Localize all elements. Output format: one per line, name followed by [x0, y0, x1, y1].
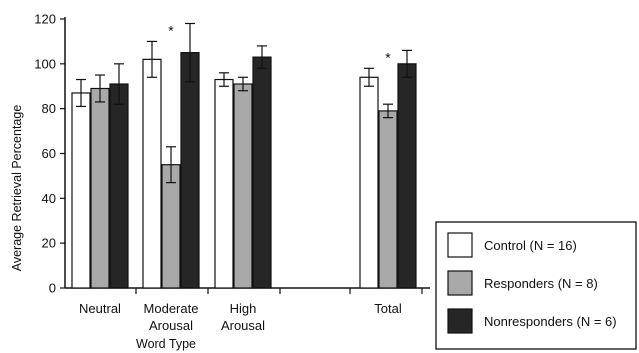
legend-swatch [447, 308, 473, 334]
bar [233, 83, 253, 289]
significance-marker: * [385, 49, 391, 65]
category-label: Total [374, 301, 402, 316]
annotations: ** [168, 22, 391, 65]
y-tick-label: 80 [42, 101, 56, 116]
category-label: Arousal [149, 318, 193, 333]
bar [359, 76, 379, 289]
bar [109, 83, 129, 289]
y-axis: 0 20 40 60 80 100 120 [34, 12, 66, 296]
category-label: High [230, 301, 257, 316]
y-tick-label: 40 [42, 191, 56, 206]
legend-label: Control (N = 16) [484, 238, 577, 253]
legend-label: Nonresponders (N = 6) [484, 314, 617, 329]
legend-label: Responders (N = 8) [484, 276, 598, 291]
category-label: Moderate [144, 301, 199, 316]
bar [397, 63, 417, 289]
significance-marker: * [168, 22, 174, 38]
legend-swatch [447, 232, 473, 258]
y-tick-label: 0 [49, 281, 56, 296]
legend-swatch [447, 270, 473, 296]
bars [71, 22, 417, 289]
bar [378, 110, 398, 289]
y-tick-label: 100 [34, 56, 56, 71]
y-tick-label: 120 [34, 12, 56, 27]
bar [142, 58, 162, 289]
legend: Control (N = 16) Responders (N = 8) Nonres… [435, 221, 637, 350]
bar [180, 52, 200, 289]
x-axis: Neutral Moderate Arousal High Arousal Total [65, 287, 430, 333]
y-tick-label: 20 [42, 236, 56, 251]
x-axis-title: Word Type [136, 337, 196, 351]
bar [71, 92, 91, 289]
bar [214, 78, 234, 289]
y-tick-label: 60 [42, 146, 56, 161]
category-label: Arousal [221, 318, 265, 333]
y-axis-title: Average Retrieval Percentage [10, 105, 24, 272]
category-label: Neutral [79, 301, 121, 316]
bar [252, 56, 272, 289]
bar [90, 87, 110, 289]
